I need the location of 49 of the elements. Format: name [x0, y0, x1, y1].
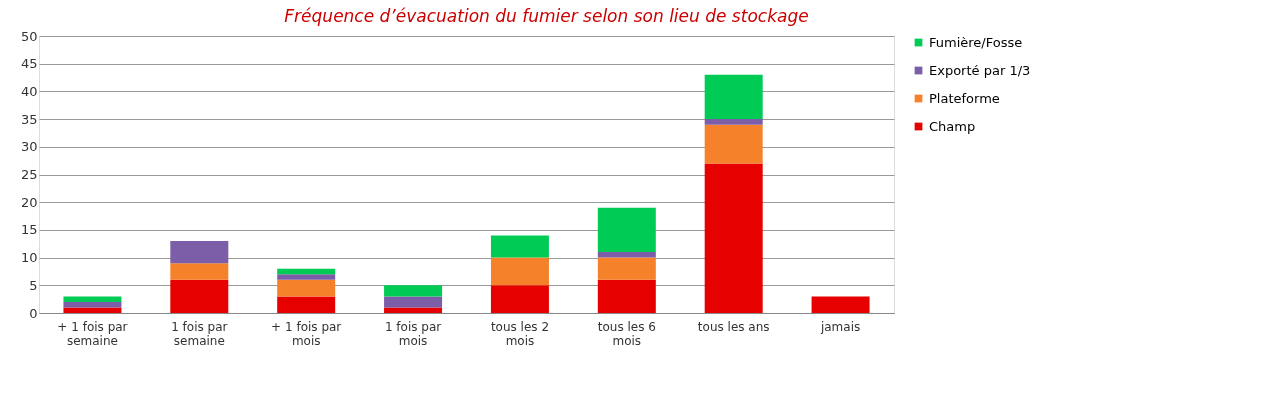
y-tick-label: 10	[20, 250, 38, 266]
bar	[704, 74, 763, 120]
x-tick-label: + 1 fois par semaine	[57, 319, 128, 348]
bar	[170, 279, 229, 313]
bar	[597, 207, 656, 253]
y-tick-label: 45	[20, 56, 38, 72]
bar	[63, 307, 122, 313]
bar	[490, 285, 549, 313]
y-tick-label: 25	[20, 167, 38, 182]
y-tick-label: 5	[29, 277, 38, 293]
bar	[597, 257, 656, 280]
bar	[277, 268, 336, 275]
bar	[170, 263, 229, 280]
bar	[597, 279, 656, 313]
legend-label: Fumière/Fosse	[929, 34, 1023, 50]
x-tick-label: 1 fois par semaine	[171, 319, 228, 348]
y-tick-label: 40	[20, 83, 38, 99]
bar	[811, 296, 870, 313]
y-tick-label: 50	[20, 28, 38, 44]
bar	[490, 257, 549, 286]
bar	[704, 124, 763, 164]
bar	[704, 119, 763, 125]
bar	[384, 296, 443, 308]
y-tick-label: 35	[20, 111, 38, 127]
bar	[704, 163, 763, 313]
legend-label: Exporté par 1/3	[929, 62, 1031, 78]
x-tick-label: jamais	[819, 319, 861, 334]
x-tick-label: 1 fois par mois	[384, 319, 442, 348]
bar	[384, 285, 443, 297]
bar	[490, 235, 549, 258]
y-tick-label: 30	[20, 139, 38, 155]
bar	[277, 274, 336, 280]
legend-label: Champ	[929, 118, 976, 134]
bar	[277, 279, 336, 297]
bar	[170, 240, 229, 264]
bar	[277, 296, 336, 313]
y-tick-label: 0	[29, 305, 38, 321]
bar	[63, 301, 122, 308]
x-tick-label: tous les 2 mois	[490, 319, 550, 348]
y-tick-label: 20	[20, 194, 38, 210]
x-tick-label: tous les ans	[697, 319, 770, 334]
bar	[597, 252, 656, 258]
y-tick-label: 15	[20, 222, 38, 238]
bar	[63, 296, 122, 302]
x-tick-label: + 1 fois par mois	[271, 319, 342, 348]
legend-label: Plateforme	[929, 90, 1000, 106]
x-tick-label: tous les 6 mois	[597, 319, 656, 348]
bar	[384, 307, 443, 313]
chart-title: Fréquence d’évacuation du fumier selon son lieu de stockage	[284, 6, 809, 26]
